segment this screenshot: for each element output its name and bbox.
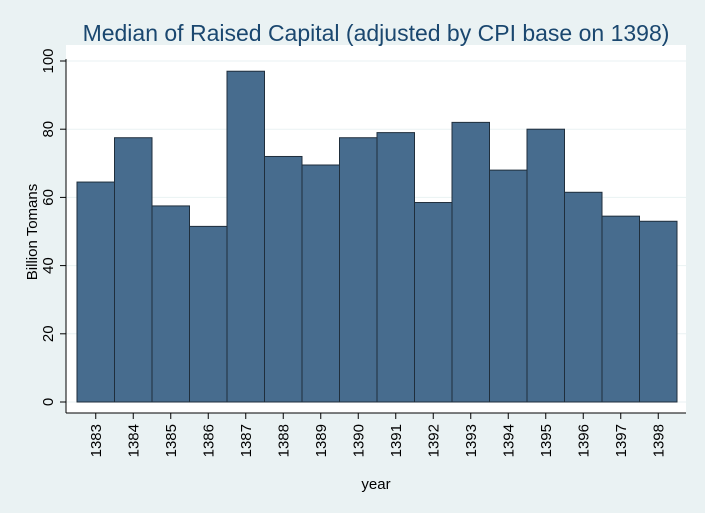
x-tick-label: 1393 bbox=[463, 424, 480, 457]
x-tick-label: 1394 bbox=[500, 424, 517, 457]
y-axis-title: Billion Tomans bbox=[24, 184, 41, 280]
x-tick-label: 1392 bbox=[425, 424, 442, 457]
bar bbox=[376, 132, 415, 403]
x-tick-label: 1386 bbox=[200, 424, 217, 457]
bar bbox=[226, 70, 265, 403]
x-tick-label: 1396 bbox=[575, 424, 592, 457]
bars bbox=[76, 70, 678, 403]
y-tick-label: 20 bbox=[40, 325, 57, 342]
bar bbox=[526, 128, 565, 403]
x-tick-label: 1397 bbox=[613, 424, 630, 457]
bar bbox=[414, 202, 453, 403]
x-tick-label: 1390 bbox=[350, 424, 367, 457]
x-axis-title: year bbox=[361, 476, 390, 493]
chart-title: Median of Raised Capital (adjusted by CP… bbox=[83, 20, 670, 46]
y-tick-label: 0 bbox=[40, 398, 57, 406]
x-tick-label: 1391 bbox=[388, 424, 405, 457]
bar bbox=[564, 191, 603, 403]
y-tick-label: 40 bbox=[40, 257, 57, 274]
y-tick-label: 100 bbox=[40, 48, 57, 73]
axes bbox=[65, 59, 686, 414]
bar bbox=[114, 137, 153, 403]
bar bbox=[301, 164, 340, 403]
x-tick-label: 1389 bbox=[313, 424, 330, 457]
x-tick-label: 1398 bbox=[650, 424, 667, 457]
x-tick-label: 1387 bbox=[238, 424, 255, 457]
bar bbox=[489, 169, 528, 403]
x-tick-label: 1383 bbox=[88, 424, 105, 457]
x-tick-label: 1388 bbox=[275, 424, 292, 457]
x-tick-label: 1385 bbox=[163, 424, 180, 457]
bar bbox=[264, 155, 303, 403]
y-tick-label: 80 bbox=[40, 121, 57, 138]
x-axis-ticks: 1383 1384 1385 1386 1387 1388 1389 1390 1391 1392… bbox=[88, 413, 667, 457]
y-axis-ticks: 0 20 40 60 80 100 bbox=[40, 48, 66, 406]
bar bbox=[451, 121, 490, 403]
bar bbox=[339, 137, 378, 403]
bar bbox=[151, 205, 190, 403]
x-tick-label: 1395 bbox=[538, 424, 555, 457]
bar bbox=[76, 181, 115, 403]
bar bbox=[639, 220, 678, 403]
y-tick-label: 60 bbox=[40, 189, 57, 206]
bar bbox=[601, 215, 640, 403]
x-tick-label: 1384 bbox=[125, 424, 142, 457]
bar bbox=[189, 225, 228, 403]
